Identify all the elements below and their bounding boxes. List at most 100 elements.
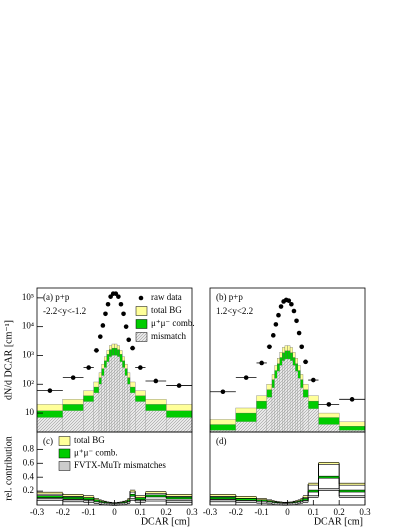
- y-tick-label: 10: [25, 407, 35, 417]
- y-tick-label: 0.2: [23, 485, 34, 495]
- histogram-bar: [36, 417, 63, 433]
- data-point: [94, 348, 99, 353]
- data-point: [86, 365, 91, 370]
- data-point: [118, 301, 124, 307]
- panel-label: (a) p+p: [43, 292, 70, 302]
- histogram-bar: [119, 361, 123, 433]
- legend-swatch: [135, 306, 148, 316]
- x-tick-label: -0.2: [229, 507, 243, 517]
- range-label: -2.2<y<-1.2: [43, 306, 86, 316]
- y-axis-label: dN/d DCAR [cm⁻¹]: [3, 320, 14, 400]
- x-tick-label: 0.2: [334, 507, 345, 517]
- histogram-bar: [308, 408, 319, 433]
- x-tick-label: -0.3: [30, 507, 45, 517]
- y-tick-label: 10⁴: [22, 321, 34, 331]
- x-tick-label: 0.2: [161, 507, 172, 517]
- data-point: [130, 345, 135, 351]
- data-point: [220, 389, 226, 395]
- y-tick-label: 10²: [22, 378, 34, 388]
- x-tick-label: 0.3: [359, 507, 371, 517]
- histogram-bar: [284, 358, 288, 433]
- histogram-bar: [274, 378, 278, 433]
- histogram-bar: [235, 421, 257, 433]
- legend-swatch: [58, 436, 71, 446]
- histogram-bar: [282, 360, 286, 433]
- data-point: [267, 344, 272, 350]
- data-point: [116, 294, 121, 299]
- histogram-bar: [124, 375, 128, 433]
- histogram-bar: [116, 356, 120, 433]
- y-tick-label: 0.8: [23, 443, 35, 453]
- x-axis-label: DCAR [cm]: [141, 516, 190, 527]
- x-tick-label: 0.1: [308, 507, 319, 517]
- legend-label: μ⁺μ⁻ comb.: [74, 448, 118, 458]
- x-tick-label: -0.2: [56, 507, 70, 517]
- histogram-bar: [295, 371, 298, 433]
- histogram-bar: [166, 417, 193, 433]
- histogram-bar: [297, 378, 301, 433]
- histogram-bar: [266, 397, 273, 433]
- data-point: [103, 311, 108, 317]
- data-point: [100, 323, 106, 328]
- legend-swatch: [58, 461, 71, 471]
- legend-label: total BG: [74, 435, 105, 445]
- histogram-bar: [101, 375, 105, 433]
- x-tick-label: 0: [112, 507, 117, 517]
- histogram-bar: [135, 401, 146, 433]
- data-point: [270, 333, 276, 338]
- data-point: [47, 388, 53, 393]
- legend-swatch: [135, 319, 148, 329]
- data-point: [176, 383, 182, 388]
- y-tick-label: 0.6: [23, 457, 35, 467]
- x-tick-label: 0: [285, 507, 290, 517]
- data-point: [299, 344, 305, 350]
- histogram-bar: [106, 361, 110, 433]
- panel-label: (b) p+p: [216, 292, 243, 302]
- histogram-bar: [129, 392, 136, 433]
- y-axis-label: rel. contribution: [3, 436, 14, 500]
- y-tick-label: 0.4: [23, 471, 35, 481]
- histogram-bar: [127, 384, 131, 433]
- histogram-bar: [271, 387, 275, 433]
- data-point: [286, 298, 292, 303]
- x-axis-label: DCAR [cm]: [314, 516, 363, 527]
- x-tick-label: -0.3: [203, 507, 218, 517]
- panel-label: (d): [216, 436, 227, 446]
- legend-swatch: [58, 448, 71, 459]
- data-point: [70, 375, 76, 380]
- histogram-bar: [62, 410, 84, 433]
- data-point: [294, 318, 299, 324]
- legend-label: raw data: [151, 292, 182, 302]
- histogram-bar: [256, 408, 267, 433]
- range-label: 1.2<y<2.2: [216, 306, 253, 316]
- histogram-bar: [279, 365, 283, 433]
- histogram-bar: [287, 358, 291, 433]
- data-point: [349, 397, 355, 402]
- data-point: [126, 337, 132, 343]
- x-tick-label: -0.1: [255, 507, 269, 517]
- histogram-bar: [114, 355, 118, 433]
- data-point: [289, 301, 294, 307]
- legend-label: μ⁺μ⁻ comb.: [151, 318, 195, 328]
- data-point: [113, 291, 119, 296]
- data-point: [97, 334, 103, 339]
- data-point: [243, 375, 249, 380]
- histogram-bar: [109, 356, 113, 433]
- data-point: [123, 324, 129, 329]
- data-point: [121, 311, 126, 317]
- histogram-bar: [302, 397, 309, 433]
- data-point: [296, 330, 302, 336]
- y-tick-label: 10⁵: [22, 292, 34, 302]
- histogram-bar: [83, 401, 94, 433]
- histogram-bar: [145, 410, 167, 433]
- histogram-bar: [111, 355, 115, 433]
- data-point: [291, 308, 297, 314]
- data-point: [276, 312, 281, 318]
- legend-label: mismatch: [151, 331, 186, 341]
- histogram-bar: [122, 367, 125, 433]
- data-point: [278, 304, 284, 309]
- legend-marker: [138, 295, 144, 301]
- data-point: [311, 377, 316, 383]
- legend-label: total BG: [151, 305, 182, 315]
